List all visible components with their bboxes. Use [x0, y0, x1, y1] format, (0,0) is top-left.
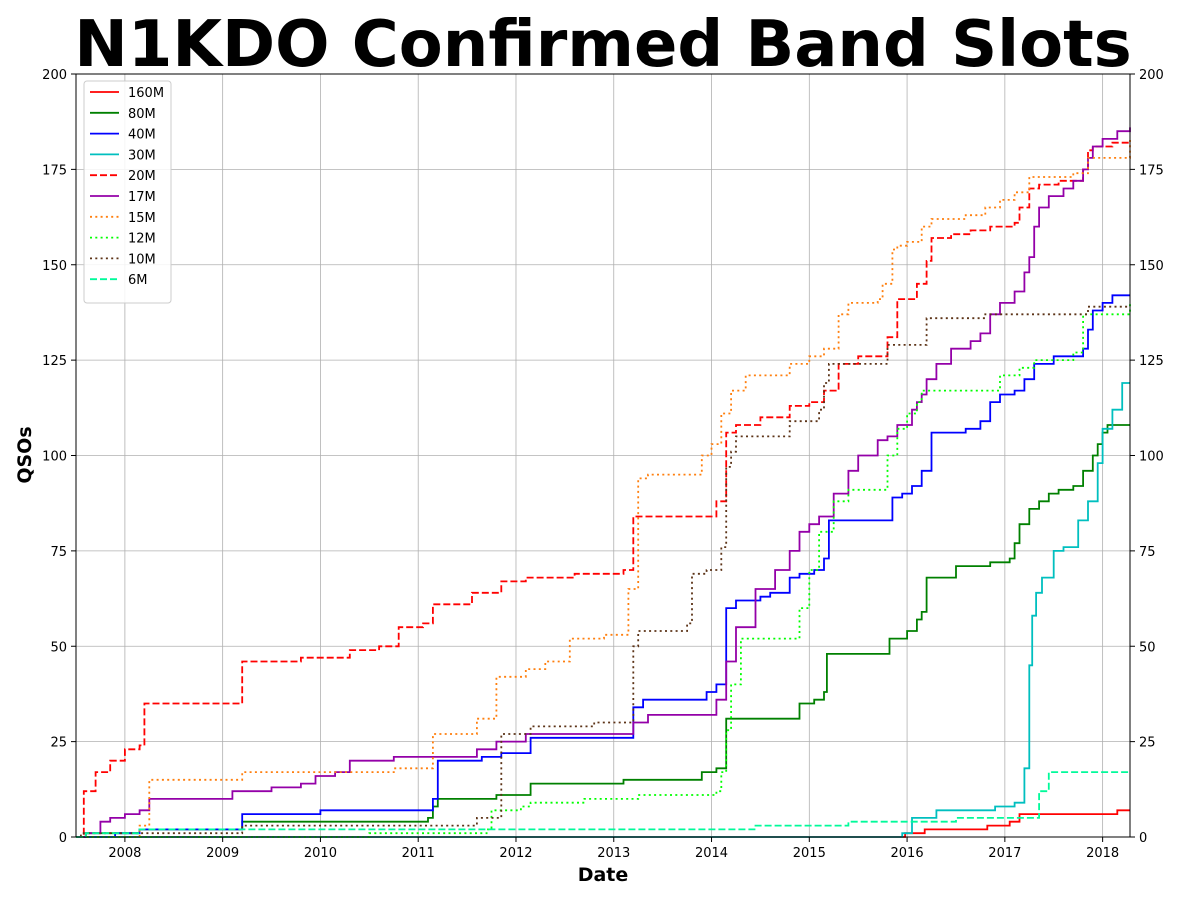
y-tick-label-left: 100: [42, 450, 67, 465]
series-line-20m: [76, 141, 1130, 838]
y-tick-label-right: 0: [1139, 831, 1147, 846]
x-tick-label: 2014: [695, 846, 728, 861]
legend-label-80m: 80M: [128, 107, 156, 122]
x-tick-label: 2016: [891, 846, 924, 861]
y-tick-label-left: 0: [59, 831, 67, 846]
legend-label-6m: 6M: [128, 273, 148, 288]
x-tick-label: 2015: [793, 846, 826, 861]
legend-label-17m: 17M: [128, 190, 156, 205]
series-line-30m: [76, 382, 1130, 838]
y-tick-label-left: 25: [50, 736, 67, 751]
legend-label-160m: 160M: [128, 86, 164, 101]
series-line-10m: [76, 305, 1130, 838]
x-tick-label: 2008: [108, 846, 141, 861]
y-tick-label-right: 200: [1139, 68, 1164, 83]
x-tick-label: 2013: [597, 846, 630, 861]
series-line-40m: [76, 294, 1130, 838]
legend-label-12m: 12M: [128, 232, 156, 247]
y-tick-label-left: 200: [42, 68, 67, 83]
legend: 160M 80M 40M 30M 20M 17M 15M 12M 10M 6M: [83, 80, 172, 304]
x-tick-label: 2010: [304, 846, 337, 861]
y-tick-label-left: 150: [42, 259, 67, 274]
y-tick-label-left: 75: [50, 545, 67, 560]
series-group: [76, 127, 1131, 838]
y-tick-label-right: 175: [1139, 163, 1164, 178]
x-tick-label: 2012: [499, 846, 532, 861]
series-line-80m: [76, 424, 1130, 838]
legend-label-20m: 20M: [128, 169, 156, 184]
x-tick-label: 2018: [1086, 846, 1119, 861]
legend-label-15m: 15M: [128, 211, 156, 226]
legend-label-40m: 40M: [128, 128, 156, 143]
x-tick-label: 2011: [402, 846, 435, 861]
ticks: 2008 2009 2010 2011 2012 2013 2014 2015 2016 2017…: [42, 68, 1164, 861]
series-line-160m: [76, 809, 1130, 838]
series-line-17m: [76, 127, 1131, 838]
series-line-15m: [76, 138, 1131, 838]
y-tick-label-left: 125: [42, 354, 67, 369]
y-tick-label-left: 50: [50, 640, 67, 655]
y-tick-label-right: 100: [1139, 450, 1164, 465]
y-tick-label-left: 175: [42, 163, 67, 178]
chart-title: N1KDO Confirmed Band Slots: [74, 8, 1132, 82]
legend-box: [83, 80, 172, 304]
legend-label-10m: 10M: [128, 252, 156, 267]
x-tick-label: 2009: [206, 846, 239, 861]
y-axis-label: QSOs: [14, 426, 36, 483]
legend-label-30m: 30M: [128, 148, 156, 163]
x-axis-label: Date: [578, 864, 629, 886]
y-tick-label-right: 50: [1139, 640, 1156, 655]
y-tick-label-right: 25: [1139, 736, 1156, 751]
y-tick-label-right: 150: [1139, 259, 1164, 274]
y-tick-label-right: 125: [1139, 354, 1164, 369]
y-tick-label-right: 75: [1139, 545, 1156, 560]
series-line-12m: [76, 302, 1131, 838]
x-tick-label: 2017: [988, 846, 1021, 861]
series-line-6m: [76, 771, 1130, 838]
